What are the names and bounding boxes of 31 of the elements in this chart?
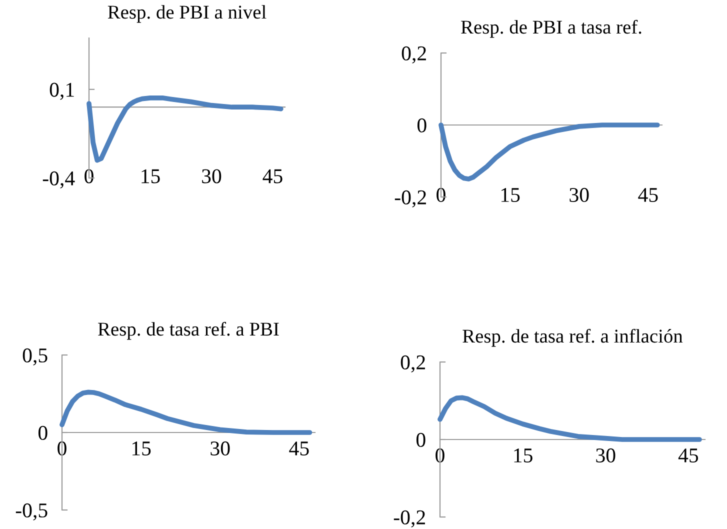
y-tick-label: 0,2: [400, 355, 425, 372]
chart-title: Resp. de tasa ref. a inflación: [462, 328, 683, 347]
x-tick-label: 45: [638, 188, 658, 202]
y-tick-label: 0,2: [402, 46, 426, 64]
line-series: [438, 122, 660, 182]
x-tick-label: 30: [210, 441, 230, 456]
line-series: [60, 390, 312, 435]
y-tick-label: -0,5: [16, 503, 48, 520]
x-tick-label: 45: [262, 169, 282, 184]
line-series: [86, 95, 284, 163]
x-tick-label: 15: [132, 442, 151, 456]
chart-title: Resp. de PBI a tasa ref.: [461, 20, 642, 38]
x-tick-label: 30: [570, 188, 589, 202]
y-tick-label: 0: [38, 426, 48, 440]
y-tick-label: 0: [417, 118, 426, 132]
x-tick-label: 15: [501, 188, 520, 202]
line-series: [438, 395, 702, 442]
x-tick-label: 45: [678, 448, 698, 462]
y-tick-label: -0,2: [394, 190, 426, 208]
y-tick-label: -0,4: [42, 171, 75, 188]
chart-title: Resp. de tasa ref. a PBI: [98, 322, 279, 340]
x-tick-label: 15: [514, 448, 532, 462]
y-tick-label: -0,2: [394, 510, 425, 528]
x-tick-label: 30: [202, 169, 222, 184]
x-tick-label: 45: [289, 442, 309, 456]
y-tick-label: 0,1: [50, 82, 74, 100]
x-tick-label: 30: [596, 448, 616, 462]
x-tick-label: 15: [142, 169, 160, 184]
y-tick-label: 0,5: [22, 348, 48, 366]
chart-title: Resp. de PBI a nivel: [108, 5, 266, 23]
x-tick-label: 0: [436, 448, 444, 462]
